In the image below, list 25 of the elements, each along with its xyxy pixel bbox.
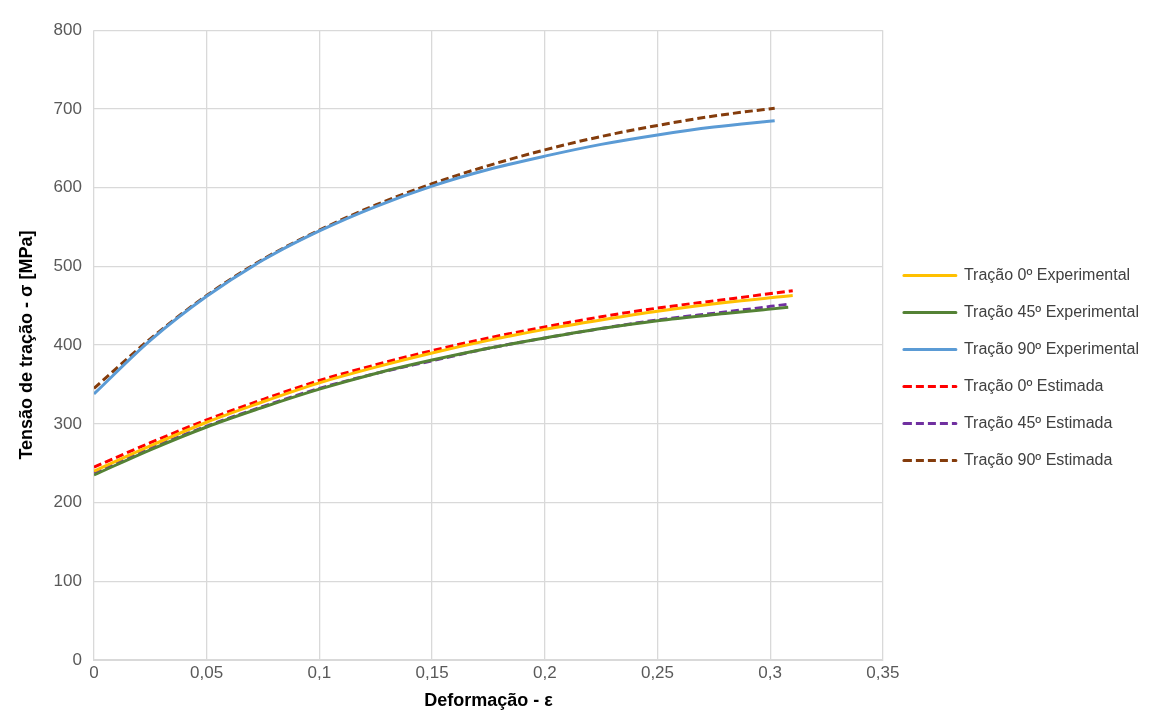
x-axis-title: Deformação - ε <box>424 690 554 711</box>
x-tick-label: 0,1 <box>307 662 332 682</box>
x-tick-label: 0,2 <box>532 662 557 682</box>
y-tick-label: 400 <box>53 334 82 354</box>
x-tick-label: 0,35 <box>866 662 900 682</box>
y-axis-title: Tensão de tração - σ [MPa] <box>15 230 36 460</box>
legend-label: Tração 90º Experimental <box>963 339 1139 357</box>
y-tick-label: 600 <box>53 177 82 197</box>
legend-label: Tração 45º Experimental <box>963 302 1139 320</box>
x-tick-label: 0,15 <box>415 662 449 682</box>
y-tick-label: 0 <box>72 649 82 669</box>
y-tick-label: 800 <box>53 19 82 39</box>
x-tick-label: 0 <box>89 662 99 682</box>
y-tick-label: 500 <box>53 256 82 276</box>
y-tick-label: 700 <box>53 98 82 118</box>
legend-label: Tração 90º Estimada <box>963 450 1113 468</box>
x-tick-label: 0,05 <box>190 662 224 682</box>
x-tick-label: 0,25 <box>640 662 675 682</box>
y-tick-label: 300 <box>53 413 82 433</box>
legend-label: Tração 45º Estimada <box>963 413 1113 431</box>
legend-label: Tração 0º Estimada <box>963 376 1104 394</box>
legend-label: Tração 0º Experimental <box>963 265 1131 283</box>
y-tick-label: 200 <box>53 492 82 512</box>
y-tick-label: 100 <box>53 570 82 590</box>
x-tick-label: 0,3 <box>758 662 783 682</box>
